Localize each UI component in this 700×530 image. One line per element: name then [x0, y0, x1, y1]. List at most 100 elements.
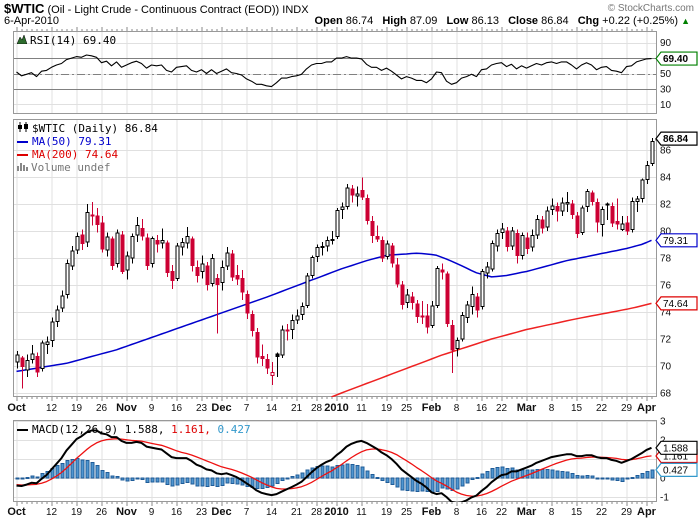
volume-legend-label[interactable]: Volume undef [31, 161, 111, 174]
x-axis-label: 7 [244, 403, 250, 414]
x-axis-label: 8 [549, 403, 555, 414]
x-axis-label: 22 [496, 403, 508, 414]
low-value: 86.13 [471, 15, 500, 27]
y-axis-label: 82 [660, 200, 672, 211]
price-tag [655, 131, 698, 146]
x-axis-label: 28 [311, 507, 323, 518]
macd-panel: 320-1 [13, 417, 669, 506]
price-tag [655, 296, 698, 311]
y-axis-label: 76 [660, 281, 672, 292]
x-axis-label: 22 [596, 507, 608, 518]
chg-value: +0.22 (+0.25%) [602, 15, 679, 27]
x-axis-label: 26 [96, 403, 108, 414]
x-axis-bottom: Oct 12 19 26 Nov 9 16 23 Dec 7 14 21 28 2010 11 19 25 Feb… [7, 506, 656, 518]
macd-line-icon [17, 428, 28, 431]
candlestick-icon [17, 122, 29, 135]
high-value: 87.09 [409, 15, 438, 27]
svg-text:69.40: 69.40 [663, 54, 688, 65]
chart-header: $WTIC (Oil - Light Crude - Continuous Co… [4, 1, 696, 16]
macd-legend-label[interactable]: MACD(12,26,9) [32, 423, 119, 436]
chg-label: Chg [577, 15, 600, 27]
y-axis-label: 78 [660, 254, 672, 265]
ma50-legend-label[interactable]: MA(50) 79.31 [32, 135, 112, 148]
x-axis-label: Dec [211, 506, 231, 518]
x-axis-label: Apr [637, 402, 657, 414]
y-axis-label: 90 [660, 38, 672, 49]
x-axis-label: 19 [71, 403, 83, 414]
quote-date: 6-Apr-2010 [4, 15, 60, 27]
ticker-description: (Oil - Light Crude - Continuous Contract… [47, 4, 280, 16]
y-axis-label: 10 [660, 100, 672, 111]
price-tag [655, 51, 698, 66]
x-axis-label: 23 [196, 507, 208, 518]
rsi-legend-label[interactable]: RSI(14) 69.40 [30, 34, 117, 47]
high-label: High [382, 15, 407, 27]
x-axis-label: 16 [171, 507, 183, 518]
x-axis-main: Oct 12 19 26 Nov 9 16 23 Dec 7 14 21 28 2010 11 19 25 Feb… [7, 402, 656, 414]
x-axis-label: 29 [621, 507, 633, 518]
low-label: Low [446, 15, 469, 27]
x-axis-label: 21 [291, 403, 303, 414]
x-axis-label: Dec [211, 402, 231, 414]
x-axis-label: 12 [46, 403, 58, 414]
ticker-exchange: INDX [282, 4, 309, 16]
x-axis-label: 14 [266, 403, 278, 414]
svg-text:1.161: 1.161 [663, 451, 688, 462]
y-axis-label: 30 [660, 84, 672, 95]
x-axis-label: Mar [517, 506, 537, 518]
x-axis-label: Apr [637, 506, 657, 518]
candlesticks [15, 137, 657, 389]
y-axis-label: -1 [660, 493, 669, 504]
x-axis-label: 9 [149, 507, 155, 518]
x-axis-label: 16 [476, 507, 488, 518]
y-axis-label: 72 [660, 335, 672, 346]
y-axis-label: 80 [660, 227, 672, 238]
price-tags: 86.84 79.31 74.64 [655, 131, 698, 311]
ohlc-quote: Open 86.74 High 87.09 Low 86.13 Close 86… [315, 15, 690, 27]
price-tag [655, 462, 698, 477]
volume-bars-icon [17, 161, 28, 174]
y-axis-label: 74 [660, 308, 672, 319]
x-axis-label: 19 [381, 507, 393, 518]
x-axis-label: 7 [244, 507, 250, 518]
svg-text:1.588: 1.588 [663, 443, 688, 454]
close-label: Close [508, 15, 539, 27]
price-panel: 86 84 82 80 78 76 74 72 70 68 [13, 119, 672, 401]
ma200-legend-label[interactable]: MA(200) 74.64 [32, 148, 119, 161]
open-label: Open [314, 15, 343, 27]
macd-hist-value: 0.427 [217, 423, 251, 436]
ma50-line-icon [17, 140, 28, 143]
x-axis-label: Feb [422, 506, 442, 518]
x-axis-label: 19 [381, 403, 393, 414]
rsi-area-icon [16, 34, 28, 47]
x-axis-label: Oct [7, 506, 26, 518]
rsi-tag-group: 69.40 [655, 51, 698, 66]
x-axis-label: 8 [549, 507, 555, 518]
x-axis-label: 21 [291, 507, 303, 518]
svg-text:0.427: 0.427 [663, 465, 688, 476]
x-axis-label: 28 [311, 403, 323, 414]
x-axis-label: Feb [422, 402, 442, 414]
x-axis-label: 16 [476, 403, 488, 414]
x-axis-label: 15 [571, 507, 583, 518]
x-axis-label: 22 [596, 403, 608, 414]
y-axis-label: 70 [660, 362, 672, 373]
open-value: 86.74 [345, 15, 374, 27]
y-axis-label: 50 [660, 69, 672, 80]
symbol-legend-label[interactable]: $WTIC (Daily) 86.84 [32, 122, 158, 135]
y-axis-label: 84 [660, 173, 672, 184]
x-axis-label: 8 [454, 507, 460, 518]
close-value: 86.84 [541, 15, 569, 27]
x-axis-label: 22 [496, 507, 508, 518]
copyright-link[interactable]: © StockCharts.com [607, 3, 694, 14]
up-arrow-icon: ▲ [681, 16, 690, 26]
x-axis-label: 11 [356, 507, 367, 518]
svg-text:74.64: 74.64 [663, 299, 688, 310]
x-axis-label: 26 [96, 507, 108, 518]
x-axis-label: 14 [266, 507, 278, 518]
main-legend: $WTIC (Daily) 86.84 MA(50) 79.31 MA(200)… [17, 122, 158, 174]
price-tag [655, 233, 698, 248]
y-axis-label: 86 [660, 146, 672, 157]
